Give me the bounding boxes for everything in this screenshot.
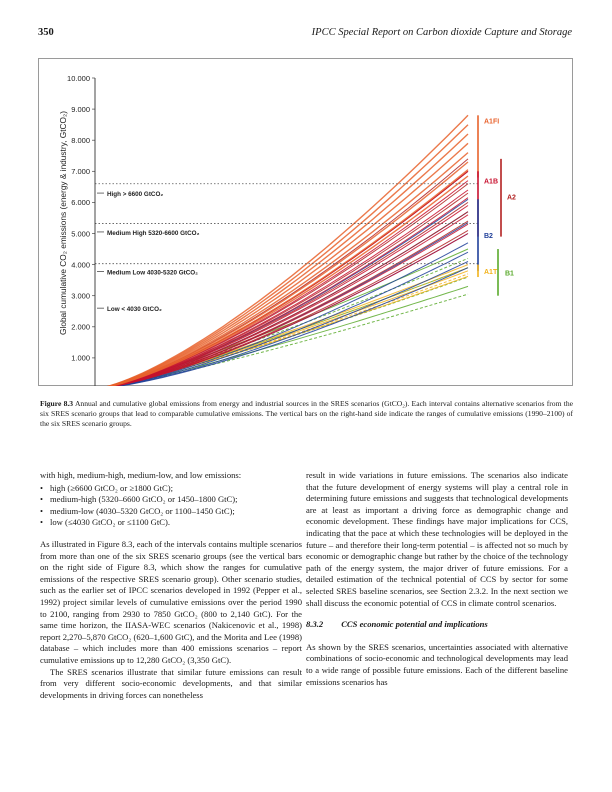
- series-line-a1b: [94, 189, 469, 390]
- section-title: CCS economic potential and implications: [341, 619, 488, 630]
- series-line-b2: [94, 261, 469, 390]
- y-axis-label: Global cumulative CO₂ emissions (energy …: [58, 111, 68, 335]
- section-number: 8.3.2: [306, 619, 324, 630]
- section-heading: 8.3.2 CCS economic potential and implicat…: [306, 619, 568, 631]
- y-tick-label: 5.000: [71, 229, 90, 238]
- y-tick-label: 2.000: [71, 323, 90, 332]
- range-label-a1b: A1B: [484, 178, 498, 185]
- paragraph: As shown by the SRES scenarios, uncertai…: [306, 641, 568, 687]
- range-label-a2: A2: [507, 195, 516, 202]
- threshold-label: High > 6600 GtCO₂: [107, 191, 163, 198]
- caption-text: Annual and cumulative global emissions f…: [40, 399, 573, 428]
- list-item: medium-high (5320–6600 GtCO₂ or 1450–180…: [40, 494, 302, 506]
- series-line-a1b: [94, 214, 469, 390]
- series-line-a1b: [94, 223, 469, 390]
- series-line-a1b: [94, 205, 469, 390]
- range-label-b1: B1: [505, 270, 514, 277]
- y-tick-label: 9.000: [71, 105, 90, 114]
- threshold-label: Medium High 5320-6600 GtCO₂: [107, 230, 200, 237]
- emission-intervals-list: high (≥6600 GtCO₂ or ≥1800 GtC); medium-…: [40, 483, 302, 529]
- series-line-a1fi: [94, 175, 469, 390]
- y-tick-label: 0: [86, 385, 90, 386]
- figure-caption: Figure 8.3 Annual and cumulative global …: [40, 399, 573, 429]
- series-line-a1fi: [94, 142, 469, 390]
- range-label-a1fi: A1FI: [484, 118, 499, 125]
- series-line-b1: [94, 293, 469, 390]
- running-title: IPCC Special Report on Carbon dioxide Ca…: [311, 27, 572, 38]
- y-tick-label: 1.000: [71, 354, 90, 363]
- threshold-label: Low < 4030 GtCO₂: [107, 306, 162, 313]
- figure-8-3: High > 6600 GtCO₂ Medium High 5320-6600 G…: [38, 58, 573, 403]
- y-tick-label: 6.000: [71, 198, 90, 207]
- bullet-intro: with high, medium-high, medium-low, and …: [40, 470, 242, 480]
- series-line-b1: [94, 257, 469, 390]
- paragraph: result in wide variations in future emis…: [306, 470, 568, 608]
- paragraph: As illustrated in Figure 8.3, each of th…: [40, 538, 302, 665]
- series-line-b2: [94, 242, 469, 390]
- list-item: low (≤4030 GtCO₂ or ≤1100 GtC).: [40, 517, 302, 529]
- series-line-b2: [94, 267, 469, 390]
- range-label-a1t: A1T: [484, 269, 498, 276]
- threshold-label: Medium Low 4030-5320 GtCO₂: [107, 269, 198, 276]
- list-item: high (≥6600 GtCO₂ or ≥1800 GtC);: [40, 483, 302, 495]
- series-line-a1fi: [94, 133, 469, 390]
- y-tick-label: 8.000: [71, 136, 90, 145]
- y-tick-label: 7.000: [71, 167, 90, 176]
- series-line-a1b: [94, 197, 469, 390]
- series-line-a1t: [94, 267, 469, 390]
- y-tick-label: 10.000: [67, 74, 90, 83]
- series-line-a1b: [94, 233, 469, 390]
- y-tick-label: 4.000: [71, 260, 90, 269]
- series-line-b2: [94, 251, 469, 390]
- left-column: with high, medium-high, medium-low, and …: [40, 470, 302, 701]
- range-label-b2: B2: [484, 233, 493, 240]
- paragraph: The SRES scenarios illustrate that simil…: [40, 666, 302, 700]
- caption-label: Figure 8.3: [40, 399, 74, 408]
- series-line-a1fi: [94, 114, 469, 390]
- y-tick-label: 3.000: [71, 292, 90, 301]
- list-item: medium-low (4030–5320 GtCO₂ or 1100–1450…: [40, 506, 302, 518]
- right-column: result in wide variations in future emis…: [306, 470, 568, 688]
- cumulative-emissions-chart: High > 6600 GtCO₂ Medium High 5320-6600 G…: [38, 58, 573, 403]
- page-number: 350: [38, 27, 54, 38]
